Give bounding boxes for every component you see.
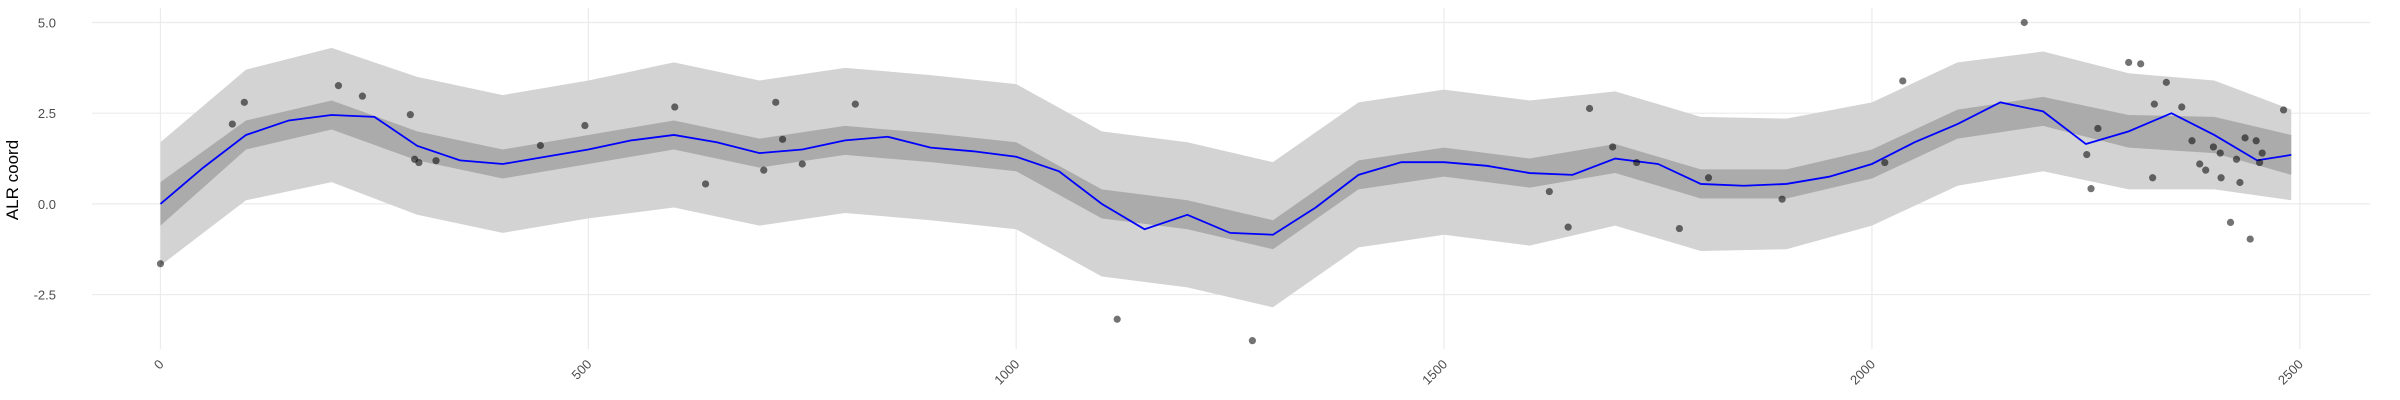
y-tick-label: 5.0: [38, 16, 56, 31]
data-point: [2202, 166, 2210, 174]
data-point: [2094, 124, 2102, 133]
data-point: [2020, 18, 2028, 27]
data-point: [2216, 149, 2224, 157]
data-point: [240, 98, 248, 106]
data-point: [432, 157, 440, 165]
x-tick-label: 1000: [991, 357, 1022, 388]
data-point: [2137, 60, 2145, 68]
data-point: [406, 111, 414, 119]
data-point: [2252, 137, 2260, 145]
data-point: [1675, 224, 1684, 233]
data-point: [358, 92, 367, 100]
data-point: [2149, 174, 2157, 182]
data-point: [1704, 174, 1713, 182]
x-tick-label: 0: [151, 357, 167, 373]
data-point: [334, 82, 343, 90]
data-point: [156, 260, 165, 268]
data-point: [1899, 77, 1907, 85]
data-point: [1585, 104, 1594, 113]
y-tick-label: 2.5: [38, 106, 56, 121]
data-point: [228, 120, 236, 128]
y-tick-label: -2.5: [34, 288, 56, 303]
x-tick-label: 1500: [1419, 357, 1450, 388]
data-point: [2241, 134, 2249, 142]
data-point: [536, 141, 545, 150]
data-point: [760, 166, 768, 174]
data-point: [851, 100, 859, 108]
data-point: [778, 135, 787, 143]
data-point: [1564, 223, 1572, 231]
data-point: [581, 121, 589, 130]
data-point: [2162, 78, 2170, 86]
data-point: [2178, 103, 2186, 111]
data-point: [2125, 58, 2133, 67]
data-point: [1248, 337, 1256, 345]
smooth-line: [159, 101, 2292, 236]
data-point: [1545, 187, 1553, 196]
data-point: [2236, 178, 2244, 187]
data-point: [2196, 160, 2204, 168]
data-point: [701, 180, 710, 188]
data-point: [798, 160, 806, 168]
y-axis-label: ALR coord: [3, 140, 22, 220]
data-point: [2209, 143, 2217, 151]
data-point: [1778, 195, 1786, 203]
data-point: [2188, 137, 2196, 145]
data-point: [2246, 235, 2254, 243]
y-tick-label: 0.0: [38, 197, 56, 212]
data-point: [671, 103, 679, 111]
data-point: [1881, 158, 1889, 167]
data-point: [2279, 106, 2288, 114]
data-point: [2083, 150, 2091, 159]
data-point: [2087, 185, 2095, 193]
data-point: [2150, 100, 2158, 108]
data-point: [2217, 174, 2225, 182]
data-point: [1609, 143, 1617, 151]
data-point: [2232, 155, 2241, 163]
data-point: [2226, 218, 2235, 226]
data-point: [2258, 149, 2266, 157]
data-point: [415, 158, 423, 167]
x-tick-label: 2000: [1847, 357, 1878, 388]
data-point: [2256, 158, 2264, 167]
confidence-band: [160, 47, 2292, 308]
data-point: [1633, 158, 1641, 167]
confidence-band: [160, 96, 2292, 250]
x-tick-label: 500: [569, 357, 595, 383]
data-point: [1113, 315, 1121, 323]
data-point: [772, 98, 780, 106]
x-tick-label: 2500: [2275, 357, 2306, 388]
